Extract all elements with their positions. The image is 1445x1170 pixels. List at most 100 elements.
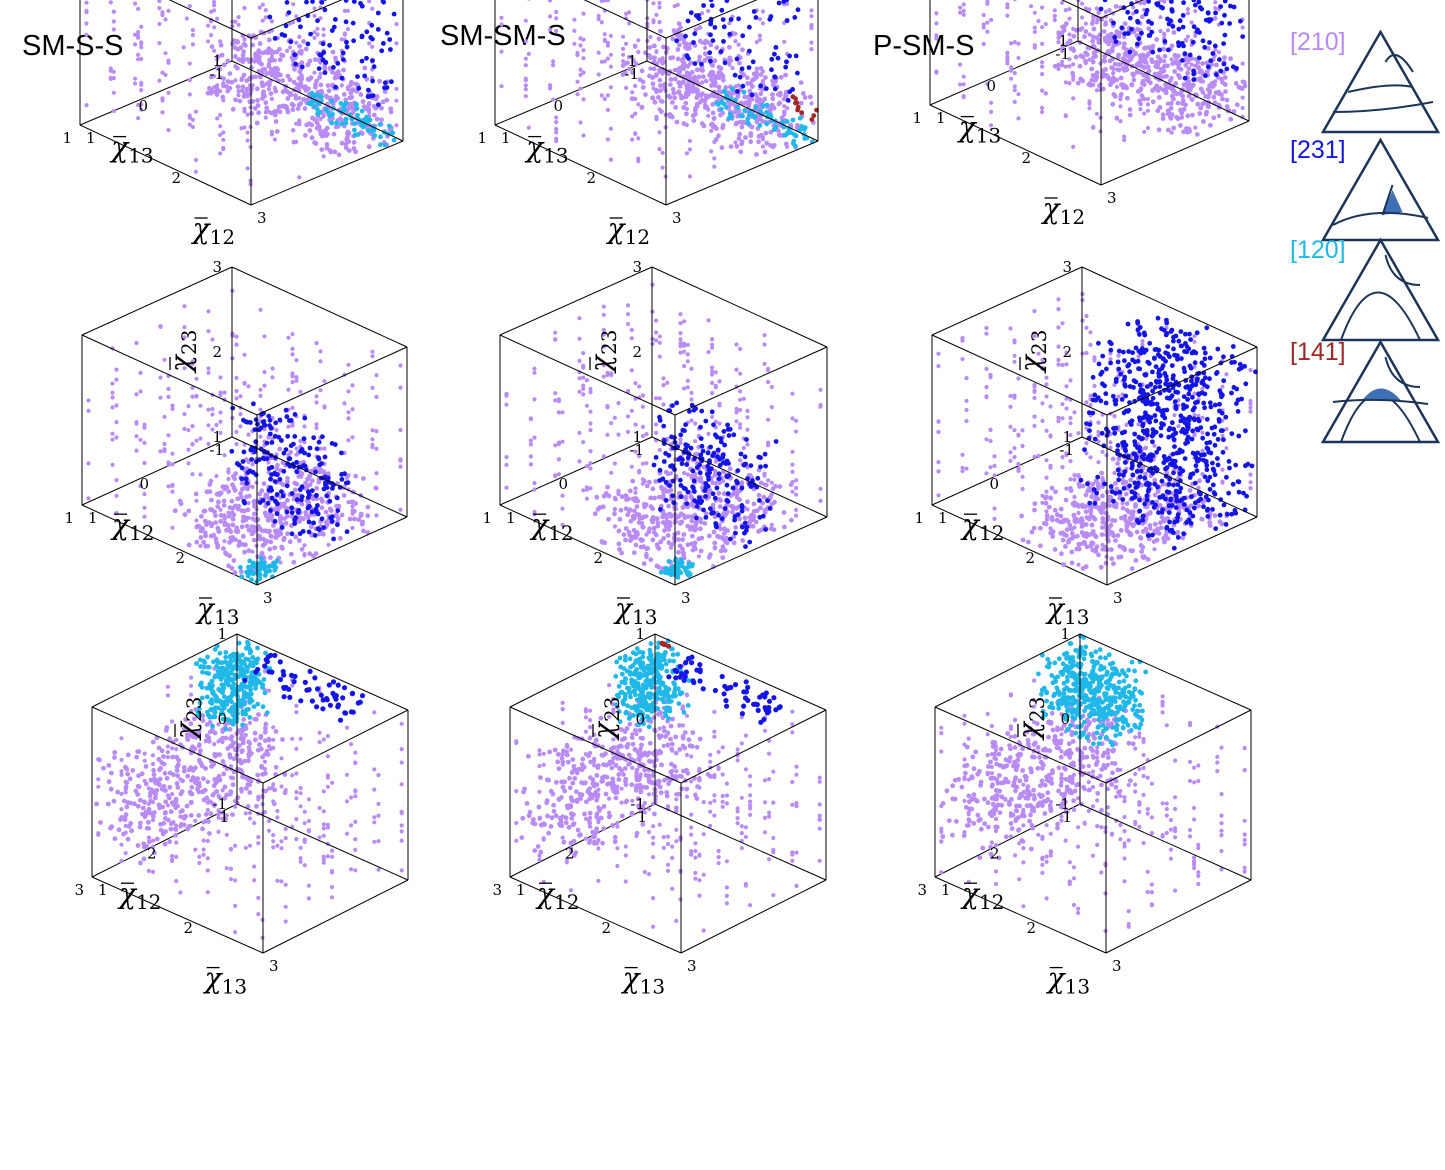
data-point <box>1090 59 1096 65</box>
data-point <box>673 506 679 512</box>
data-point <box>694 104 700 109</box>
data-point <box>329 514 335 520</box>
data-point <box>1150 49 1156 55</box>
data-point <box>624 85 629 90</box>
data-point <box>1009 76 1014 81</box>
data-point <box>657 396 662 401</box>
y-tick-label: 0 <box>138 97 148 115</box>
data-point <box>319 147 325 153</box>
data-point <box>313 551 319 556</box>
data-point <box>650 515 656 520</box>
data-point <box>753 15 759 20</box>
data-point <box>1202 45 1208 50</box>
data-point <box>272 58 277 63</box>
data-point <box>1213 5 1218 11</box>
data-point <box>734 406 739 411</box>
data-point <box>934 11 939 16</box>
data-point <box>699 61 704 67</box>
data-point <box>741 445 746 451</box>
data-point <box>333 84 338 90</box>
data-point <box>1179 41 1185 46</box>
data-point <box>809 47 814 52</box>
data-point <box>259 556 264 561</box>
data-point <box>314 120 320 126</box>
data-point <box>1231 109 1237 114</box>
data-point <box>209 33 214 38</box>
data-point <box>572 17 577 22</box>
data-point <box>1183 37 1189 43</box>
data-point <box>554 130 559 135</box>
data-point <box>172 508 178 514</box>
data-point <box>251 401 256 407</box>
data-point <box>1134 70 1140 75</box>
data-point <box>1142 111 1147 116</box>
data-point <box>768 129 774 135</box>
data-point <box>190 124 195 130</box>
data-point <box>190 472 195 477</box>
data-point <box>760 21 766 26</box>
data-point <box>353 81 358 87</box>
data-point <box>343 116 349 122</box>
data-point <box>351 508 357 514</box>
data-point <box>260 83 265 89</box>
data-point <box>712 540 718 546</box>
data-point <box>391 11 397 17</box>
data-point <box>266 87 271 92</box>
data-point <box>309 122 315 128</box>
data-point <box>348 90 354 95</box>
data-point <box>703 38 709 44</box>
data-point <box>681 532 687 537</box>
data-point <box>182 304 187 309</box>
data-point <box>1071 77 1076 82</box>
data-point <box>1171 96 1176 102</box>
data-point <box>608 64 614 69</box>
data-point <box>1169 43 1175 49</box>
data-point <box>241 41 247 47</box>
data-point <box>250 529 255 534</box>
data-point <box>198 535 204 540</box>
data-point <box>661 383 666 388</box>
data-point <box>234 342 239 347</box>
data-point <box>377 78 382 84</box>
data-point <box>324 493 330 499</box>
data-point <box>708 21 714 27</box>
data-point <box>738 451 744 457</box>
data-point <box>339 121 344 127</box>
data-point <box>1168 115 1174 121</box>
data-point <box>1219 20 1225 26</box>
data-point <box>193 157 198 163</box>
data-point <box>683 446 688 452</box>
data-point <box>769 480 774 485</box>
data-point <box>270 366 275 371</box>
data-point <box>133 42 138 47</box>
data-point <box>142 492 147 497</box>
data-point <box>285 513 290 519</box>
data-point <box>630 496 636 502</box>
data-point <box>717 480 723 486</box>
data-point <box>782 39 787 44</box>
data-point <box>749 92 755 98</box>
data-point <box>306 492 312 498</box>
data-point <box>322 446 327 451</box>
data-point <box>633 381 638 386</box>
data-point <box>599 93 604 98</box>
data-point <box>717 70 723 76</box>
data-point <box>708 58 713 64</box>
data-point <box>269 58 274 63</box>
data-point <box>339 512 345 518</box>
data-point <box>757 498 762 503</box>
data-point <box>634 530 640 535</box>
data-point <box>1129 26 1134 32</box>
data-point <box>277 517 283 523</box>
data-point <box>652 55 657 61</box>
data-point <box>588 461 593 466</box>
data-point <box>326 88 332 94</box>
data-point <box>654 516 660 521</box>
data-point <box>651 59 657 65</box>
data-point <box>626 303 631 308</box>
data-point <box>790 391 795 396</box>
data-point <box>709 409 715 415</box>
data-point <box>588 466 593 471</box>
data-point <box>338 536 343 541</box>
data-point <box>190 385 195 390</box>
